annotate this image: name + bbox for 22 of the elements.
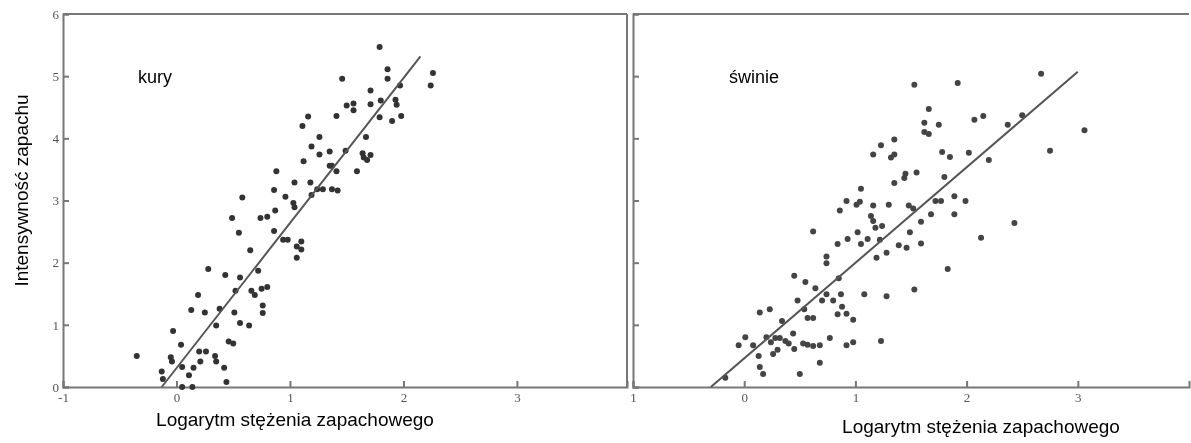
x-tick-label: 0 [173,390,181,406]
y-tick-label: 3 [52,193,59,209]
x-tick-label: 0 [741,390,748,406]
y-tick-label: 2 [52,255,59,271]
y-tick-label: 0 [52,379,59,395]
x-tick-label: 1 [852,390,860,406]
annotation: kury [138,67,173,87]
x-tick-label: 1 [287,390,294,406]
x-tick-label: 2 [400,390,408,406]
y-tick-label: 1 [52,317,59,333]
x-tick-label: -1 [58,390,69,406]
x-axis-title: Logarytm stężenia zapachowego [842,416,1120,437]
y-tick-label: 6 [52,6,60,22]
x-axis-title: Logarytm stężenia zapachowego [156,409,434,430]
y-tick-label: 5 [52,68,59,84]
x-tick-label: 1 [630,390,637,406]
x-tick-label: 3 [514,390,521,406]
x-tick-label: 2 [963,390,971,406]
annotation: świnie [729,67,780,87]
y-tick-label: 4 [52,130,60,146]
y-axis-title: Intensywność zapachu [11,94,32,287]
x-tick-label: 3 [1075,390,1082,406]
